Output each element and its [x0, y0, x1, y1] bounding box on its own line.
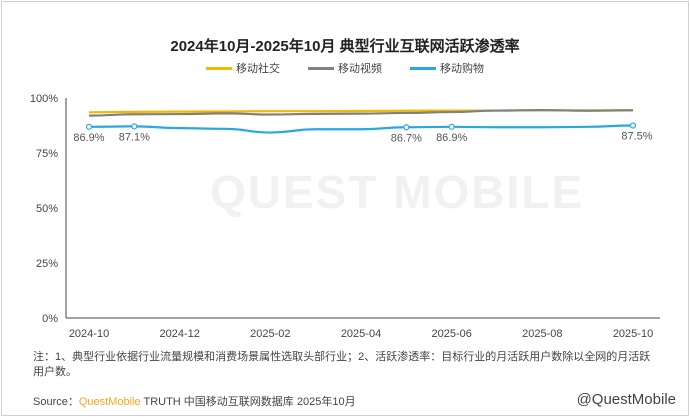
- data-label: 87.1%: [119, 131, 150, 143]
- data-point: [629, 122, 637, 129]
- x-tick-label: 2025-04: [341, 328, 381, 340]
- legend-item: 移动视频: [308, 60, 382, 76]
- data-point: [403, 124, 410, 131]
- data-point: [85, 123, 93, 130]
- legend-item: 移动社交: [206, 60, 280, 76]
- data-label: 86.9%: [73, 132, 104, 144]
- y-tick-label: 25%: [36, 258, 58, 270]
- series-line: [88, 108, 634, 117]
- y-tick-label: 75%: [36, 148, 58, 160]
- x-tick-label: 2025-10: [613, 328, 653, 340]
- data-label: 87.5%: [621, 131, 652, 143]
- background-watermark: QUEST MOBILE: [210, 166, 585, 218]
- watermark: @QuestMobile: [576, 391, 676, 408]
- x-tick-label: 2025-02: [250, 328, 290, 340]
- legend-item: 移动购物: [410, 60, 484, 76]
- legend-label: 移动视频: [338, 63, 382, 75]
- series-line: [88, 124, 634, 134]
- y-tick-label: 100%: [30, 93, 58, 105]
- source-rest: TRUTH 中国移动互联网数据库 2025年10月: [140, 396, 356, 408]
- y-tick-label: 0%: [42, 313, 58, 325]
- data-label: 86.9%: [436, 132, 467, 144]
- legend-label: 移动购物: [440, 63, 484, 75]
- legend-swatch: [410, 66, 436, 70]
- x-tick-label: 2024-10: [69, 328, 109, 340]
- x-tick-label: 2024-12: [159, 328, 199, 340]
- source-label: Source：: [33, 396, 79, 408]
- data-point: [448, 123, 455, 130]
- x-tick-label: 2025-08: [522, 328, 562, 340]
- legend-label: 移动社交: [236, 63, 280, 75]
- source-brand: QuestMobile: [78, 396, 141, 408]
- footnote: 注：1、典型行业依据行业流量规模和消费场景属性选取头部行业；2、活跃渗透率：目标…: [33, 351, 651, 378]
- legend-swatch: [308, 66, 334, 70]
- legend: 移动社交 移动视频 移动购物: [0, 60, 690, 76]
- chart-title: 2024年10月-2025年10月 典型行业互联网活跃渗透率: [170, 38, 520, 55]
- data-point: [131, 123, 138, 130]
- x-tick-label: 2025-06: [431, 328, 471, 340]
- source: Source：QuestMobile TRUTH 中国移动互联网数据库 2025…: [33, 393, 356, 409]
- legend-swatch: [206, 66, 232, 70]
- y-tick-label: 50%: [36, 203, 58, 215]
- data-label: 86.7%: [391, 132, 422, 144]
